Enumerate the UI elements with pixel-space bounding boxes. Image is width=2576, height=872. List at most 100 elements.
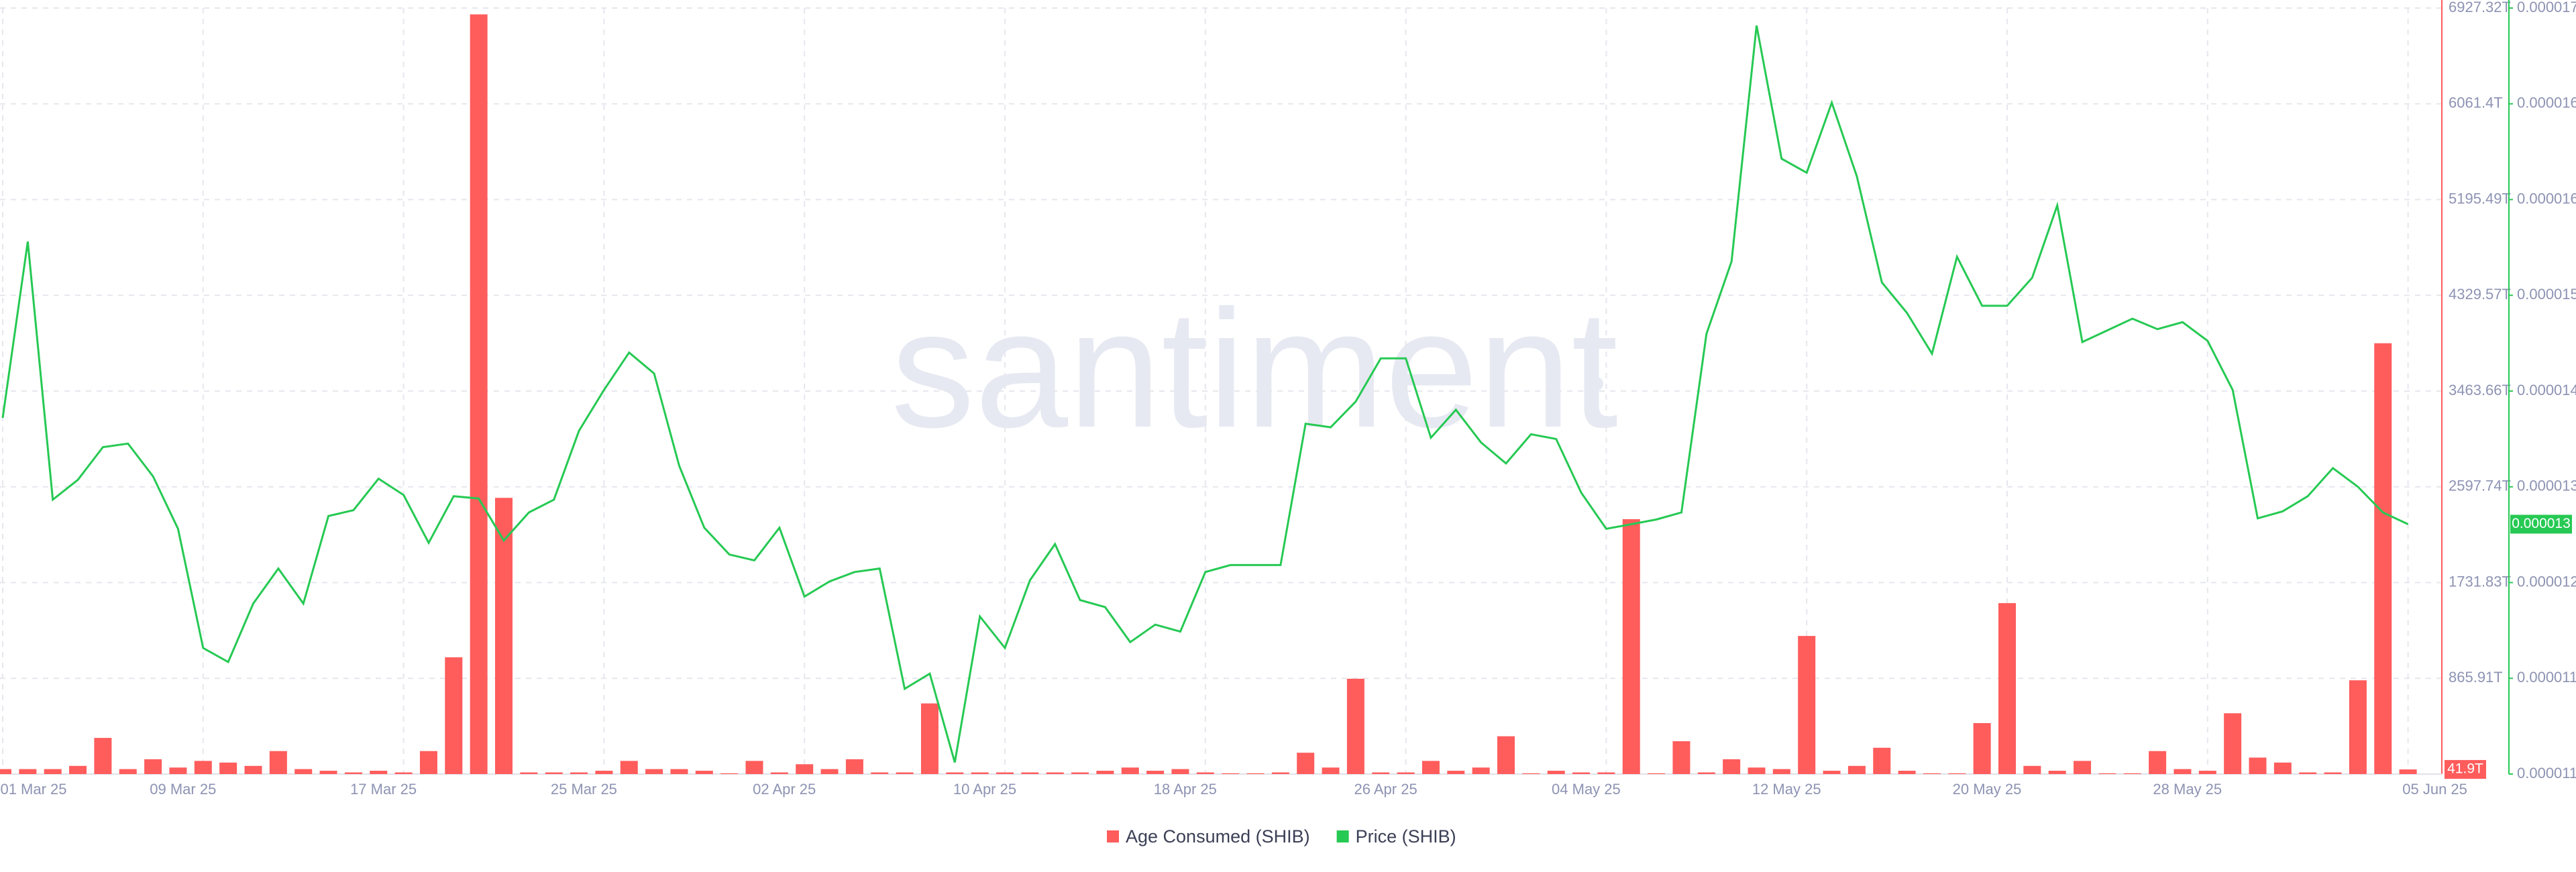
bar	[2149, 751, 2167, 774]
bar	[845, 759, 863, 774]
bar	[1096, 771, 1114, 774]
y-tick-label: 6061.4T	[2449, 95, 2503, 111]
bar	[1522, 773, 1540, 774]
bar	[1672, 741, 1690, 774]
value-marker	[2445, 760, 2486, 779]
bar	[871, 772, 889, 774]
legend-label: Price (SHIB)	[1356, 826, 1456, 847]
bar	[1397, 772, 1415, 774]
bar	[2023, 765, 2041, 774]
y2-tick-label: 0.000017	[2517, 0, 2576, 15]
bar	[2273, 762, 2292, 774]
bar	[896, 772, 914, 774]
bar	[2249, 757, 2267, 774]
bar	[695, 771, 713, 774]
y2-tick-label: 0.000016	[2517, 190, 2576, 207]
bar	[1798, 636, 1816, 774]
bar	[1121, 767, 1139, 774]
y-tick-label: 5195.49T	[2449, 190, 2511, 207]
bar	[1823, 771, 1841, 774]
bar	[1421, 761, 1440, 774]
x-tick-label: 25 Mar 25	[551, 781, 617, 798]
x-tick-label: 05 Jun 25	[2402, 781, 2467, 798]
y-tick-label: 1731.83T	[2449, 573, 2511, 590]
bar	[620, 761, 638, 774]
bar	[294, 769, 313, 774]
bar	[520, 772, 538, 774]
bar	[2123, 773, 2141, 774]
bar	[1873, 747, 1891, 774]
value-marker-label: 0.000013	[2512, 516, 2571, 531]
x-tick-label: 09 Mar 25	[150, 781, 216, 798]
y-tick-label: 3463.66T	[2449, 382, 2511, 398]
bar	[1297, 753, 1315, 774]
bar	[2349, 680, 2367, 774]
bar	[1146, 771, 1165, 774]
watermark-dot	[1590, 377, 1603, 390]
bar	[1772, 769, 1790, 774]
bar	[194, 761, 212, 774]
bar	[946, 772, 964, 774]
bar	[595, 771, 613, 774]
bar	[1923, 773, 1941, 774]
bar	[1497, 736, 1515, 774]
x-tick-label: 28 May 25	[2153, 781, 2222, 798]
y2-tick-label: 0.000016	[2517, 95, 2576, 111]
value-marker-label: 41.9T	[2447, 761, 2483, 777]
legend-swatch	[1107, 830, 1119, 842]
bar	[770, 772, 788, 774]
bar	[319, 771, 337, 774]
bar	[344, 772, 362, 774]
bar	[19, 769, 37, 774]
bar	[2399, 769, 2417, 774]
bar	[971, 772, 989, 774]
bar	[1597, 772, 1615, 774]
bar	[419, 751, 437, 774]
bar	[1271, 772, 1289, 774]
bar	[1046, 772, 1064, 774]
bar	[1847, 765, 1866, 774]
bar	[2048, 771, 2066, 774]
bar	[1171, 769, 1189, 774]
x-tick-label: 01 Mar 25	[0, 781, 66, 798]
bar	[69, 765, 87, 774]
bar	[796, 764, 814, 774]
y-tick-label: 2597.74T	[2449, 478, 2511, 494]
bar	[670, 769, 688, 774]
bar	[394, 772, 413, 774]
bar	[1948, 773, 1966, 774]
bar	[1472, 767, 1490, 774]
bar	[0, 769, 11, 774]
bar	[1622, 519, 1640, 774]
bar	[1222, 773, 1240, 774]
bar	[1723, 759, 1741, 774]
bar	[1648, 773, 1666, 774]
bar	[1196, 772, 1214, 774]
bar	[720, 773, 739, 774]
bar	[645, 769, 663, 774]
bar	[269, 751, 287, 774]
bar	[1071, 772, 1089, 774]
bar	[1898, 771, 1916, 774]
bar	[2224, 713, 2242, 774]
legend-swatch	[1336, 830, 1349, 842]
bar	[1246, 773, 1265, 774]
x-tick-label: 26 Apr 25	[1354, 781, 1417, 798]
bar	[1346, 678, 1364, 774]
bar	[370, 771, 388, 774]
bar	[2374, 343, 2392, 774]
y2-tick-label: 0.000011	[2517, 669, 2576, 686]
bar	[2299, 772, 2317, 774]
x-tick-label: 20 May 25	[1953, 781, 2022, 798]
y2-tick-label: 0.000013	[2517, 478, 2576, 494]
bar	[169, 767, 187, 774]
bar	[244, 765, 262, 774]
bar	[545, 772, 563, 774]
bar	[2098, 773, 2116, 774]
bar	[94, 738, 112, 774]
bar	[219, 762, 237, 774]
bar	[1697, 772, 1715, 774]
bar	[996, 772, 1014, 774]
bar	[1748, 767, 1766, 774]
